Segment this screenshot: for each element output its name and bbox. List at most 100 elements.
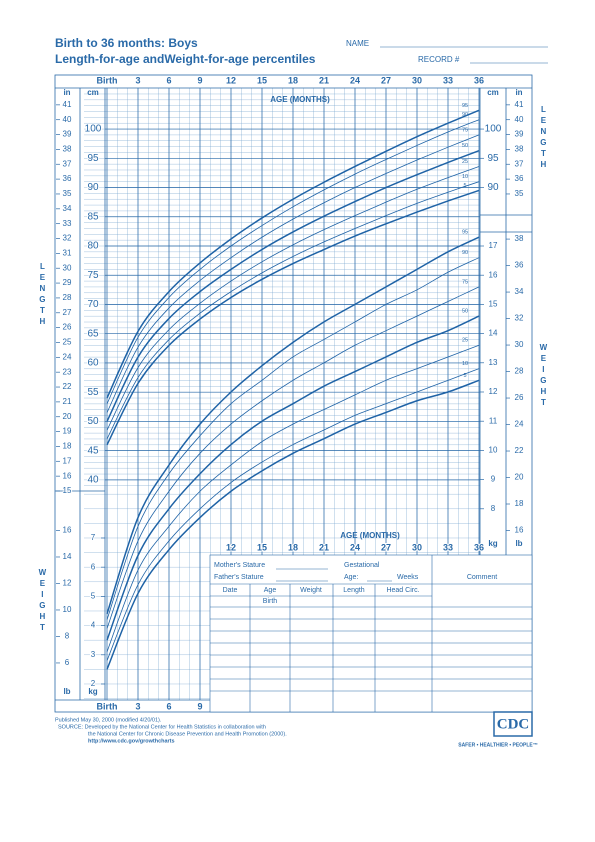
x-tick-label: 12 <box>226 75 236 85</box>
y2-tick-label: 26 <box>515 393 524 402</box>
y2-tick-label: 17 <box>63 456 72 465</box>
curve-label: 50 <box>462 143 468 149</box>
x-axis-title: AGE (MONTHS) <box>270 95 330 104</box>
url: http://www.cdc.gov/growthcharts <box>88 738 175 744</box>
y2-tick-label: 41 <box>63 100 72 109</box>
x-tick-label: 33 <box>443 75 453 85</box>
name-label: NAME <box>346 39 369 48</box>
gestational: Gestational <box>344 562 380 569</box>
unit-label: kg <box>488 539 497 548</box>
y-tick-label: 9 <box>491 475 496 484</box>
side-title: WEIGHT <box>38 568 47 634</box>
y2-tick-label: 18 <box>515 499 524 508</box>
x-tick-label: Birth <box>97 701 118 711</box>
y-tick-label: 90 <box>87 182 99 193</box>
x-tick-label: 9 <box>197 75 202 85</box>
y2-tick-label: 37 <box>515 159 524 168</box>
father-stature: Father's Stature <box>214 574 264 581</box>
y2-tick-label: 22 <box>63 382 72 391</box>
y-tick-label: 16 <box>489 270 498 279</box>
percentile-curve <box>106 344 480 653</box>
y2-tick-label: 25 <box>63 338 72 347</box>
unit-label: kg <box>88 687 97 696</box>
y-tick-label: 11 <box>489 416 498 425</box>
percentile-curve <box>106 379 480 670</box>
y2-tick-label: 10 <box>63 605 72 614</box>
x-tick-label: 3 <box>135 75 140 85</box>
form-table <box>209 554 533 713</box>
y2-tick-label: 37 <box>63 159 72 168</box>
curve-label: 75 <box>462 279 468 285</box>
y2-tick-label: 32 <box>515 314 524 323</box>
x-tick-label: 15 <box>257 75 267 85</box>
percentile-curve <box>106 109 480 399</box>
y-tick-label: 95 <box>87 153 99 164</box>
y2-tick-label: 36 <box>515 174 524 183</box>
curve-label: 90 <box>462 250 468 256</box>
curve-label: 10 <box>462 361 468 367</box>
y2-tick-label: 41 <box>515 100 524 109</box>
y2-tick-label: 16 <box>63 526 72 535</box>
y2-tick-label: 16 <box>63 471 72 480</box>
y-tick-label: 100 <box>85 124 102 135</box>
percentile-curve <box>106 257 480 620</box>
y2-tick-label: 22 <box>515 446 524 455</box>
y2-tick-label: 28 <box>63 293 72 302</box>
y-tick-label: 40 <box>87 475 99 486</box>
logo-box <box>493 711 533 737</box>
x-axis-title: AGE (MONTHS) <box>340 531 400 540</box>
percentile-curve <box>106 315 480 641</box>
y2-tick-label: 14 <box>63 552 72 561</box>
column-header: Head Circ. <box>386 587 419 594</box>
curve-label: 10 <box>462 174 468 180</box>
y-tick-label: 5 <box>91 591 96 600</box>
y-tick-label: 10 <box>489 446 498 455</box>
unit-label: in <box>515 88 522 97</box>
curve-label: 95 <box>462 230 468 236</box>
y-tick-label: 75 <box>87 270 99 281</box>
y2-tick-label: 38 <box>515 234 524 243</box>
y2-tick-label: 24 <box>515 420 524 429</box>
y2-tick-label: 35 <box>63 189 72 198</box>
y2-tick-label: 31 <box>63 248 72 257</box>
y2-tick-label: 30 <box>515 340 524 349</box>
y2-tick-label: 6 <box>65 658 70 667</box>
curve-label: 5 <box>463 373 466 379</box>
x-tick-label: 21 <box>319 75 329 85</box>
y-tick-label: 80 <box>87 241 99 252</box>
y2-tick-label: 36 <box>63 174 72 183</box>
logo: CDC <box>497 716 530 732</box>
unit-label: cm <box>87 88 99 97</box>
mother-stature: Mother's Stature <box>214 562 265 569</box>
x-tick-label: 30 <box>412 75 422 85</box>
y2-tick-label: 35 <box>515 189 524 198</box>
x-tick-label: 24 <box>350 542 360 552</box>
x-tick-label: 18 <box>288 75 298 85</box>
x-tick-label: 30 <box>412 542 422 552</box>
y2-tick-label: 12 <box>63 579 72 588</box>
curve-label: 75 <box>462 127 468 133</box>
birth-row: Birth <box>263 598 278 605</box>
y2-tick-label: 26 <box>63 323 72 332</box>
tagline: SAFER • HEALTHIER • PEOPLE™ <box>458 742 538 748</box>
y2-tick-label: 39 <box>63 130 72 139</box>
y-tick-label: 100 <box>485 124 502 135</box>
y-tick-label: 95 <box>487 153 499 164</box>
y-tick-label: 8 <box>491 504 496 513</box>
x-tick-label: 36 <box>474 542 484 552</box>
curve-label: 25 <box>462 338 468 344</box>
x-tick-label: 3 <box>135 701 140 711</box>
y2-tick-label: 20 <box>515 473 524 482</box>
y2-tick-label: 16 <box>515 526 524 535</box>
y-tick-label: 13 <box>489 358 498 367</box>
x-tick-label: 18 <box>288 542 298 552</box>
y2-tick-label: 20 <box>63 412 72 421</box>
y2-tick-label: 19 <box>63 427 72 436</box>
published: Published May 30, 2000 (modified 4/20/01… <box>55 717 162 723</box>
x-tick-label: 6 <box>166 701 171 711</box>
y2-tick-label: 34 <box>63 204 72 213</box>
y2-tick-label: 38 <box>515 145 524 154</box>
y2-tick-label: 21 <box>63 397 72 406</box>
y-tick-label: 12 <box>489 387 498 396</box>
y2-tick-label: 30 <box>63 263 72 272</box>
